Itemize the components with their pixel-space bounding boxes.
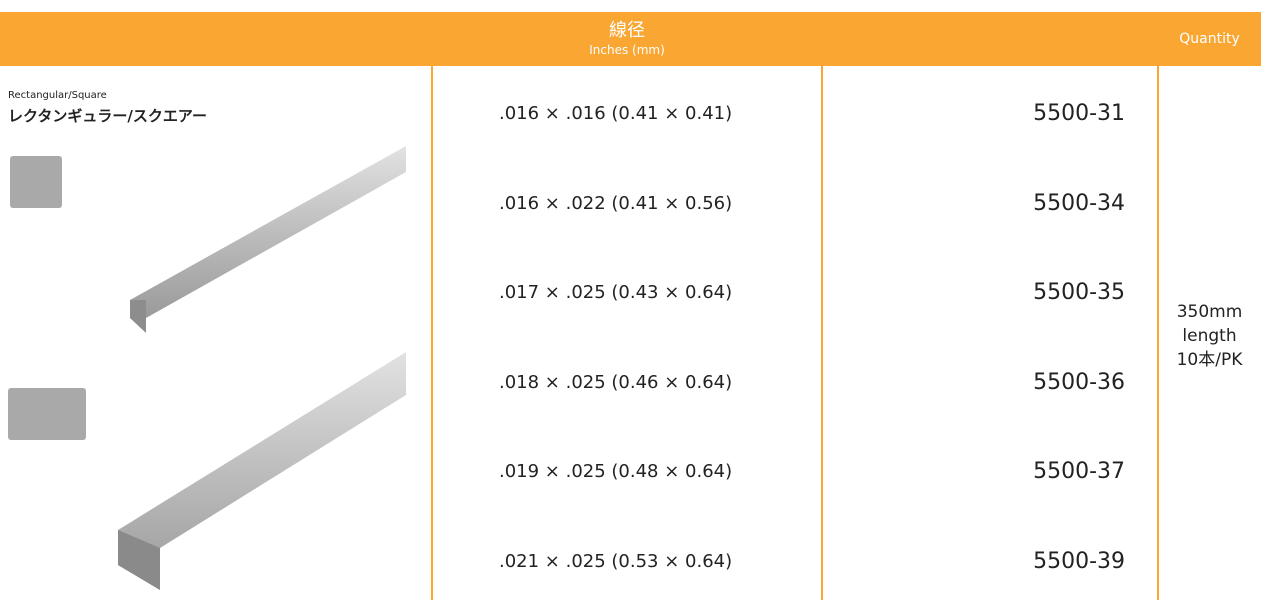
product-code: 5500-36	[1033, 369, 1125, 395]
wire-size: .019 × .025 (0.48 × 0.64)	[499, 461, 733, 483]
product-name-ja: レクタンギュラー/スクエアー	[8, 107, 207, 125]
quantity-line: length	[1182, 326, 1237, 346]
quantity-cell: 350mm length 10本/PK	[1158, 300, 1261, 372]
wire-size: .021 × .025 (0.53 × 0.64)	[499, 551, 733, 572]
product-code: 5500-37	[1033, 459, 1125, 485]
wire-size: .018 × .025 (0.46 × 0.64)	[499, 371, 733, 393]
divider	[821, 66, 823, 600]
product-code: 5500-34	[1033, 190, 1125, 216]
header-subtitle: Inches (mm)	[589, 43, 665, 57]
wire-size: .016 × .022 (0.41 × 0.56)	[499, 192, 733, 214]
product-code: 5500-35	[1033, 280, 1125, 306]
header-bar	[0, 12, 1261, 66]
product-code: 5500-31	[1033, 101, 1125, 126]
product-name-en: Rectangular/Square	[8, 90, 107, 101]
wire-size: .016 × .016 (0.41 × 0.41)	[499, 103, 733, 124]
quantity-line: 350mm	[1176, 302, 1243, 322]
header-quantity: Quantity	[1179, 31, 1240, 47]
product-code: 5500-39	[1033, 549, 1125, 574]
divider	[1157, 66, 1159, 600]
divider	[431, 66, 433, 600]
quantity-line: 10本/PK	[1176, 350, 1243, 370]
wire-size: .017 × .025 (0.43 × 0.64)	[499, 282, 733, 304]
wire-illustration	[8, 146, 406, 590]
header-title: 線径	[609, 20, 645, 41]
